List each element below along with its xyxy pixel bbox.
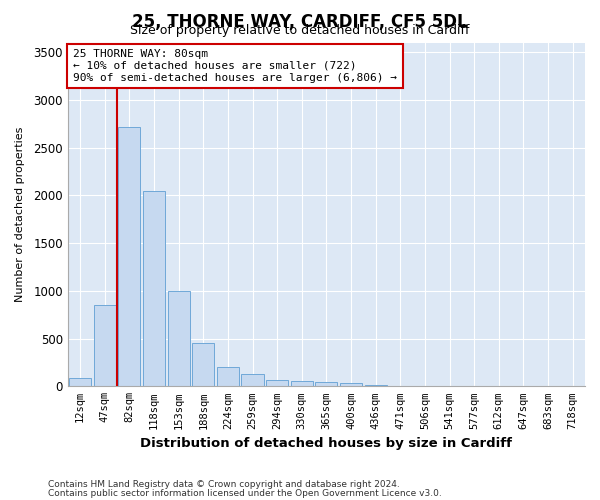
Bar xyxy=(192,344,214,386)
Text: Size of property relative to detached houses in Cardiff: Size of property relative to detached ho… xyxy=(130,24,470,37)
Text: 25, THORNE WAY, CARDIFF, CF5 5DL: 25, THORNE WAY, CARDIFF, CF5 5DL xyxy=(132,12,468,30)
Bar xyxy=(69,378,91,386)
X-axis label: Distribution of detached houses by size in Cardiff: Distribution of detached houses by size … xyxy=(140,437,512,450)
Bar xyxy=(94,305,116,386)
Text: Contains HM Land Registry data © Crown copyright and database right 2024.: Contains HM Land Registry data © Crown c… xyxy=(48,480,400,489)
Bar xyxy=(290,381,313,386)
Bar xyxy=(217,367,239,386)
Text: 25 THORNE WAY: 80sqm
← 10% of detached houses are smaller (722)
90% of semi-deta: 25 THORNE WAY: 80sqm ← 10% of detached h… xyxy=(73,50,397,82)
Text: Contains public sector information licensed under the Open Government Licence v3: Contains public sector information licen… xyxy=(48,488,442,498)
Y-axis label: Number of detached properties: Number of detached properties xyxy=(15,126,25,302)
Bar xyxy=(241,374,263,386)
Bar xyxy=(143,190,165,386)
Bar xyxy=(340,383,362,386)
Bar xyxy=(266,380,288,386)
Bar xyxy=(316,382,337,386)
Bar xyxy=(167,291,190,386)
Bar xyxy=(118,126,140,386)
